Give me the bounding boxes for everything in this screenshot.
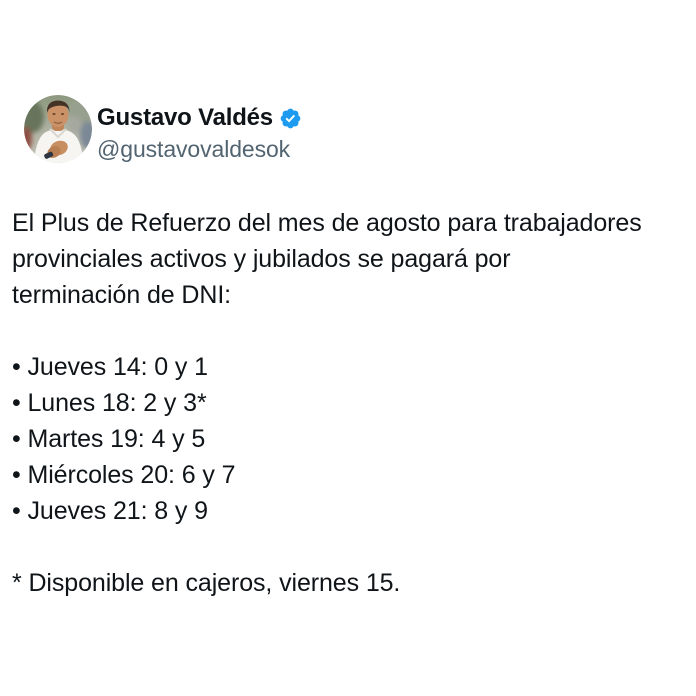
schedule-item: • Lunes 18: 2 y 3* [12, 389, 207, 417]
verified-badge-icon [280, 108, 301, 129]
paragraph-gap [12, 313, 696, 349]
author-handle[interactable]: @gustavovaldesok [97, 136, 291, 162]
schedule-list: • Jueves 14: 0 y 1 • Lunes 18: 2 y 3* • … [12, 349, 696, 529]
tweet-text: El Plus de Refuerzo del mes de agosto pa… [12, 205, 696, 601]
profile-photo-icon [24, 95, 92, 163]
schedule-item: • Martes 19: 4 y 5 [12, 425, 206, 453]
tweet-text-line: terminación de DNI: [12, 281, 232, 309]
avatar[interactable] [24, 95, 92, 163]
paragraph-gap [12, 529, 696, 565]
schedule-item: • Jueves 21: 8 y 9 [12, 497, 208, 525]
schedule-item: • Jueves 14: 0 y 1 [12, 353, 208, 381]
footnote: * Disponible en cajeros, viernes 15. [12, 569, 401, 597]
tweet-text-line: El Plus de Refuerzo del mes de agosto pa… [12, 209, 642, 237]
schedule-item: • Miércoles 20: 6 y 7 [12, 461, 236, 489]
tweet-text-line: provinciales activos y jubilados se paga… [12, 245, 511, 273]
author-name[interactable]: Gustavo Valdés [97, 104, 273, 131]
author-block: Gustavo Valdés @gustavovaldesok [97, 104, 302, 162]
